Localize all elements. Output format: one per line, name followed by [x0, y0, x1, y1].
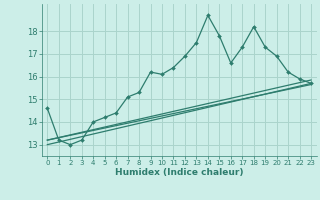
X-axis label: Humidex (Indice chaleur): Humidex (Indice chaleur)	[115, 168, 244, 177]
